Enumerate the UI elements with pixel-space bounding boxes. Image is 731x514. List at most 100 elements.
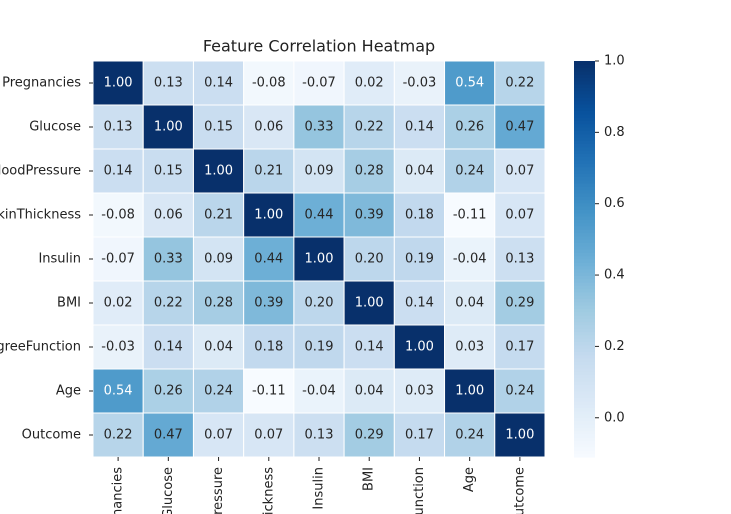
colorbar-swatch [574,226,595,230]
cell-label: 0.26 [154,384,183,399]
heatmap-cell [92,412,144,458]
colorbar-swatch [574,371,595,375]
cell-label: 0.07 [254,428,283,443]
cell-label: -0.04 [302,384,336,399]
cell-label: 0.07 [505,164,534,179]
heatmap-cell [494,236,546,282]
cell-label: -0.08 [101,208,135,223]
colorbar-swatch [574,87,595,92]
cell-label: 0.18 [254,340,283,355]
colorbar-swatch [574,387,595,392]
cell-label: 0.04 [405,164,434,179]
cell-label: -0.07 [302,76,336,91]
colorbar-swatch [574,169,595,174]
heatmap-cell [343,280,395,326]
heatmap-cell [92,324,144,370]
colorbar-swatch [574,84,595,88]
colorbar-swatch [574,173,595,177]
cell-label: 0.15 [154,164,183,179]
cell-label: 0.13 [104,120,133,135]
colorbar-swatch [574,348,595,352]
colorbar-swatch [574,107,595,111]
cell-label: 0.44 [305,208,334,223]
heatmap-cell [293,148,345,194]
cell-label: 0.06 [154,208,183,223]
colorbar-swatch [574,245,595,250]
cell-label: 0.19 [305,340,334,355]
colorbar-swatch [574,100,595,105]
cell-label: 1.00 [505,428,534,443]
heatmap-cell [243,412,295,458]
cell-label: 0.33 [154,252,183,267]
colorbar-swatch [574,440,595,445]
cell-label: 0.04 [355,384,384,399]
colorbar-swatch [574,153,595,158]
colorbar-swatch [574,354,595,359]
heatmap-cell [494,280,546,326]
cell-label: 0.03 [455,340,484,355]
heatmap-cell [494,192,546,238]
colorbar-swatch [574,183,595,187]
heatmap-cell [192,104,245,150]
cell-label: 1.00 [254,208,283,223]
heatmap-cell [393,236,446,282]
cell-label: 0.33 [305,120,334,135]
colorbar-swatch [574,70,595,75]
heatmap-cell [243,148,295,194]
heatmap-cell [192,148,245,194]
colorbar-swatch [574,189,595,194]
colorbar-swatch [574,308,595,313]
colorbar-swatch [574,193,595,197]
colorbar-swatch [574,113,595,118]
colorbar-swatch [574,64,595,69]
cell-label: 0.47 [154,428,183,443]
colorbar-swatch [574,252,595,257]
colorbar-swatch [574,325,595,329]
heatmap-cell [142,60,194,106]
colorbar-swatch [574,222,595,227]
cell-label: 0.02 [355,76,384,91]
cell-label: 0.15 [204,120,233,135]
heatmap-cell [142,148,194,194]
heatmap-cell [243,280,295,326]
heatmap-cell [92,368,144,414]
colorbar-swatch [574,443,595,448]
colorbar-swatch [574,315,595,319]
heatmap-cell [343,412,395,458]
colorbar-swatch [574,146,595,151]
colorbar-swatch [574,447,595,451]
heatmap-cell [444,280,496,326]
heatmap-cell [92,148,144,194]
colorbar-swatch [574,334,595,339]
colorbar-swatch [574,351,595,356]
cell-label: 0.24 [204,384,233,399]
colorbar-swatch [574,90,595,95]
heatmap-cell [92,280,144,326]
cell-label: 1.00 [154,120,183,135]
colorbar-swatch [574,424,595,428]
colorbar-swatch [574,80,595,85]
colorbar-swatch [574,433,595,438]
cell-label: 0.09 [305,164,334,179]
cell-label: 0.28 [204,296,233,311]
colorbar-swatch [574,61,595,65]
colorbar-swatch [574,301,595,306]
colorbar-swatch [574,199,595,204]
heatmap-cell [92,60,144,106]
cell-label: 0.47 [505,120,534,135]
colorbar-tick-label: 0.0 [604,410,625,425]
cell-label: 0.39 [254,296,283,311]
heatmap-cell [393,324,446,370]
colorbar-tick-label: 0.8 [604,125,625,140]
colorbar-swatch [574,295,595,300]
cell-label: 0.14 [154,340,183,355]
cell-label: -0.07 [101,252,135,267]
colorbar-swatch [574,202,595,207]
colorbar-swatch [574,358,595,362]
colorbar-swatch [574,67,595,72]
cell-label: 0.17 [505,340,534,355]
cell-label: 0.14 [355,340,384,355]
cell-label: 0.28 [355,164,384,179]
colorbar-swatch [574,133,595,138]
